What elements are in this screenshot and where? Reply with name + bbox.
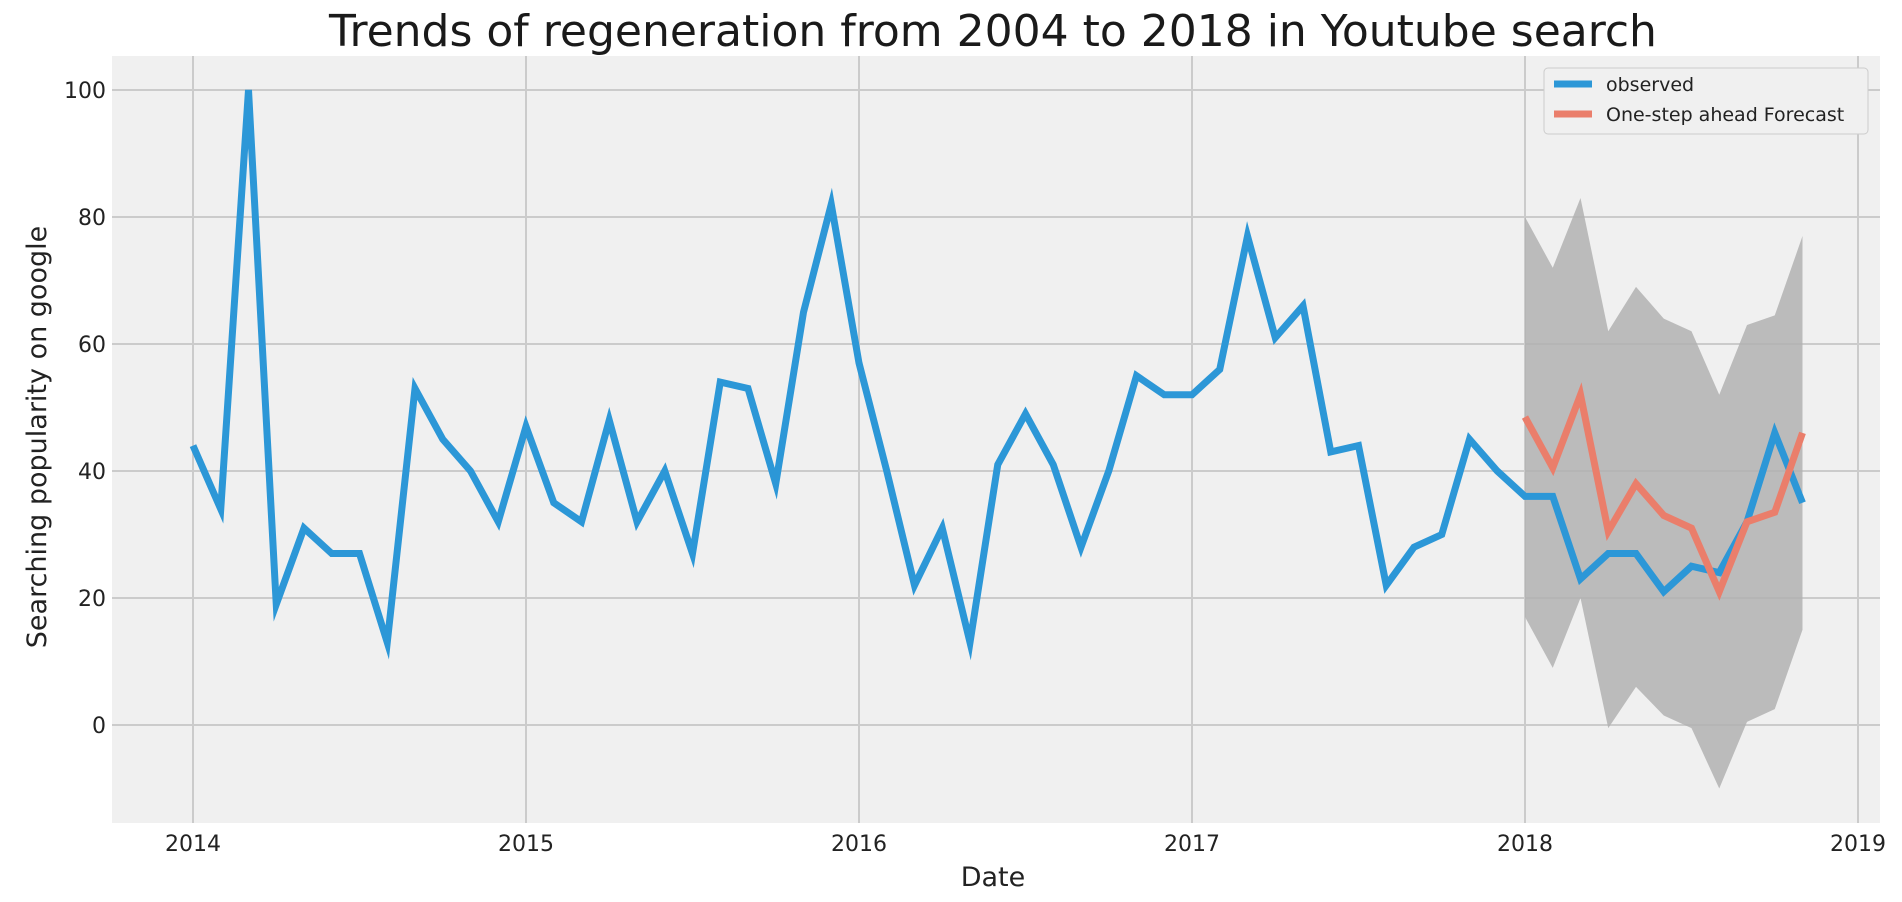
series-line-observed — [189, 89, 1806, 661]
x-tick-label-2019: 2019 — [1830, 832, 1886, 857]
x-tick-label-2016: 2016 — [831, 832, 887, 857]
y-tick-label-80: 80 — [78, 206, 106, 231]
series-line-forecast — [1521, 382, 1806, 601]
y-tick-label-60: 60 — [78, 333, 106, 358]
x-tick-label-2015: 2015 — [498, 832, 554, 857]
chart-title: Trends of regeneration from 2004 to 2018… — [328, 6, 1657, 57]
y-tick-label-40: 40 — [78, 460, 106, 485]
x-tick-label-2014: 2014 — [165, 832, 221, 857]
legend: observed One-step ahead Forecast — [1543, 67, 1869, 135]
x-axis-label: Date — [961, 862, 1026, 893]
y-axis-ticks: 0 20 40 60 80 100 — [64, 79, 106, 739]
legend-label-observed: observed — [1606, 74, 1694, 96]
y-axis-label: Searching popularity on google — [22, 226, 53, 648]
legend-box — [1543, 67, 1869, 135]
y-tick-label-0: 0 — [92, 714, 106, 739]
x-axis-ticks: 2014 2015 2016 2017 2018 2019 — [165, 832, 1886, 857]
y-tick-label-100: 100 — [64, 79, 106, 104]
x-tick-label-2017: 2017 — [1164, 832, 1220, 857]
y-tick-label-20: 20 — [78, 587, 106, 612]
x-tick-label-2018: 2018 — [1497, 832, 1553, 857]
series-layer — [189, 89, 1806, 661]
confidence-band-layer — [1525, 197, 1803, 789]
legend-label-forecast: One-step ahead Forecast — [1606, 104, 1844, 126]
confidence-band — [1525, 197, 1803, 789]
